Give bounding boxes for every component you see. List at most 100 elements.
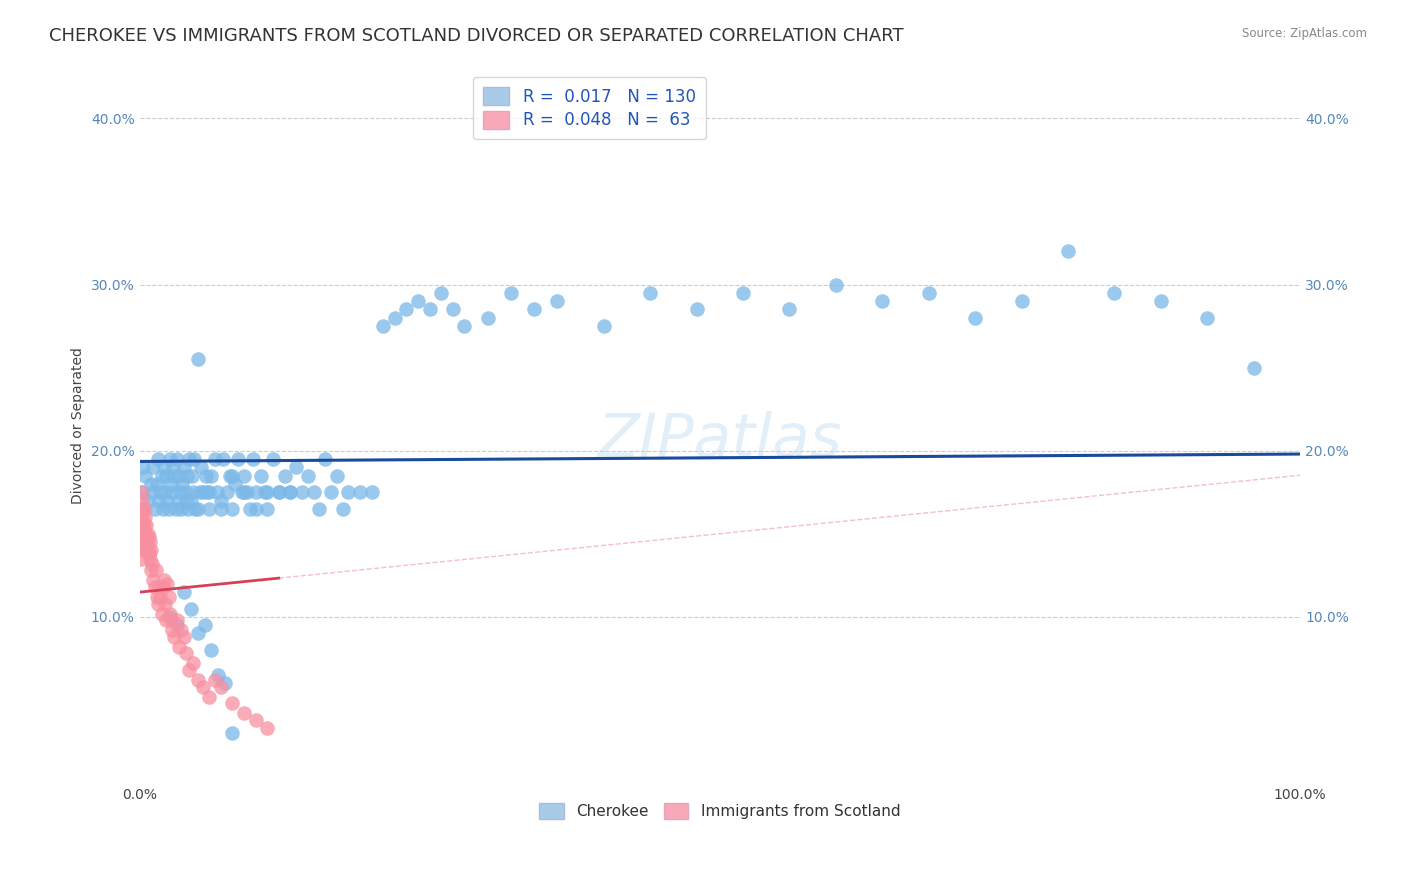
Point xyxy=(156,576,179,591)
Point xyxy=(132,518,155,533)
Point xyxy=(131,485,153,500)
Point xyxy=(499,285,522,300)
Point xyxy=(134,510,156,524)
Point xyxy=(143,580,166,594)
Point xyxy=(165,501,187,516)
Point xyxy=(250,468,273,483)
Text: Source: ZipAtlas.com: Source: ZipAtlas.com xyxy=(1241,27,1367,40)
Text: CHEROKEE VS IMMIGRANTS FROM SCOTLAND DIVORCED OR SEPARATED CORRELATION CHART: CHEROKEE VS IMMIGRANTS FROM SCOTLAND DIV… xyxy=(49,27,904,45)
Point xyxy=(187,501,209,516)
Point xyxy=(160,613,183,627)
Point xyxy=(314,452,336,467)
Point xyxy=(198,690,221,704)
Point xyxy=(180,468,202,483)
Point xyxy=(153,485,176,500)
Point xyxy=(291,485,314,500)
Point xyxy=(152,580,174,594)
Point xyxy=(245,485,267,500)
Point xyxy=(1243,360,1265,375)
Text: ZIPatlas: ZIPatlas xyxy=(598,410,842,469)
Point xyxy=(256,501,278,516)
Point xyxy=(167,640,190,654)
Point xyxy=(965,310,987,325)
Point xyxy=(152,501,174,516)
Point xyxy=(149,590,172,604)
Point xyxy=(190,460,212,475)
Point xyxy=(226,452,249,467)
Point xyxy=(132,501,155,516)
Point xyxy=(337,485,360,500)
Point xyxy=(224,477,246,491)
Point xyxy=(731,285,754,300)
Point xyxy=(302,485,325,500)
Point xyxy=(159,607,181,621)
Point xyxy=(373,319,395,334)
Point xyxy=(360,485,382,500)
Point xyxy=(166,618,188,632)
Point xyxy=(523,302,546,317)
Point xyxy=(233,485,256,500)
Point xyxy=(267,485,290,500)
Point xyxy=(131,543,153,558)
Point xyxy=(778,302,800,317)
Point xyxy=(179,663,201,677)
Point xyxy=(148,580,170,594)
Point xyxy=(419,302,441,317)
Point xyxy=(187,352,209,367)
Point xyxy=(188,485,211,500)
Point xyxy=(638,285,661,300)
Point xyxy=(221,726,243,740)
Point xyxy=(181,657,204,671)
Point xyxy=(129,485,152,500)
Point xyxy=(477,310,499,325)
Point xyxy=(253,485,276,500)
Point xyxy=(592,319,614,334)
Point xyxy=(267,485,290,500)
Point xyxy=(129,518,152,533)
Point xyxy=(135,535,157,549)
Point xyxy=(138,547,160,561)
Point xyxy=(142,574,165,588)
Point xyxy=(685,302,707,317)
Point xyxy=(187,626,209,640)
Point xyxy=(156,493,179,508)
Point xyxy=(209,501,232,516)
Point xyxy=(349,485,371,500)
Point xyxy=(430,285,453,300)
Point xyxy=(198,485,221,500)
Point xyxy=(326,468,349,483)
Point xyxy=(153,460,176,475)
Point xyxy=(207,668,229,682)
Point xyxy=(146,477,169,491)
Point xyxy=(159,610,181,624)
Point xyxy=(204,673,226,687)
Point xyxy=(200,468,222,483)
Point xyxy=(181,485,204,500)
Point xyxy=(129,551,152,566)
Point xyxy=(285,460,308,475)
Point xyxy=(177,501,200,516)
Point xyxy=(221,696,243,710)
Point xyxy=(136,493,159,508)
Point xyxy=(179,452,201,467)
Point xyxy=(139,543,162,558)
Point xyxy=(138,530,160,544)
Point xyxy=(150,607,173,621)
Point xyxy=(136,526,159,541)
Point xyxy=(184,501,207,516)
Point xyxy=(173,585,195,599)
Point xyxy=(280,485,302,500)
Point xyxy=(546,294,568,309)
Point xyxy=(242,452,264,467)
Point xyxy=(134,518,156,533)
Point xyxy=(159,452,181,467)
Point xyxy=(1197,310,1219,325)
Point xyxy=(1104,285,1126,300)
Point xyxy=(280,485,302,500)
Point xyxy=(146,590,169,604)
Point xyxy=(136,543,159,558)
Point xyxy=(157,501,180,516)
Point xyxy=(146,597,169,611)
Point xyxy=(918,285,941,300)
Point xyxy=(193,485,215,500)
